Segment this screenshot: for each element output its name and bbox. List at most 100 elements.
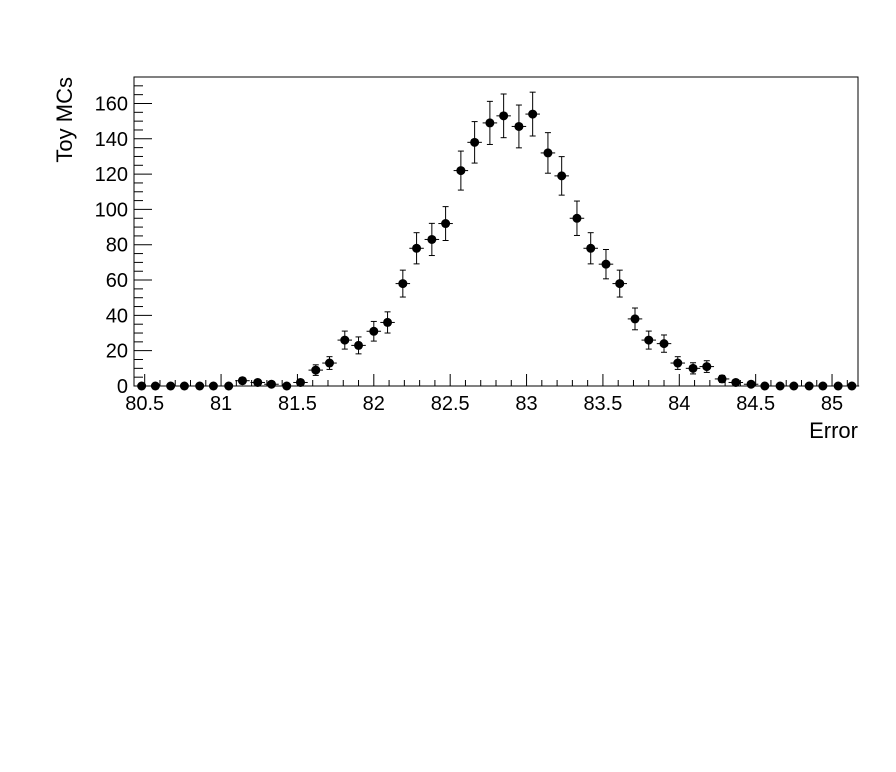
data-marker: [412, 243, 422, 253]
data-points: [134, 91, 860, 391]
data-point: [612, 269, 627, 298]
data-point: [235, 376, 250, 386]
data-point: [337, 330, 353, 350]
y-axis-title: Toy MCs: [52, 77, 77, 163]
data-marker: [137, 381, 147, 391]
data-marker: [295, 377, 305, 387]
data-marker: [195, 381, 205, 391]
data-point: [322, 356, 337, 370]
data-marker: [166, 381, 176, 391]
data-marker: [543, 148, 553, 158]
data-marker: [586, 243, 596, 253]
y-tick-label: 100: [95, 199, 128, 221]
data-marker: [456, 166, 466, 176]
x-tick-label: 82.5: [431, 393, 470, 415]
y-tick-label: 80: [106, 235, 128, 257]
data-marker: [659, 339, 669, 349]
data-point: [685, 362, 701, 375]
data-point: [482, 100, 498, 145]
x-tick-label: 81.5: [278, 393, 317, 415]
data-marker: [499, 111, 509, 121]
data-point: [395, 269, 411, 298]
data-marker: [731, 377, 741, 387]
data-marker: [224, 381, 234, 391]
data-point: [656, 334, 672, 353]
data-point: [279, 381, 294, 391]
data-point: [728, 377, 744, 387]
y-axis: 0 20 40 60 80 100 120 140 160: [95, 76, 152, 398]
data-point: [641, 330, 656, 350]
data-marker: [237, 376, 247, 386]
x-tick-label: 80.5: [125, 393, 164, 415]
data-marker: [760, 381, 770, 391]
data-marker: [427, 234, 437, 244]
data-point: [409, 232, 424, 265]
data-point: [467, 121, 482, 164]
data-point: [496, 93, 511, 139]
data-marker: [354, 340, 364, 350]
data-point: [453, 150, 469, 191]
data-marker: [601, 259, 611, 269]
data-marker: [644, 335, 654, 345]
y-tick-label: 160: [95, 93, 128, 115]
data-point: [743, 379, 759, 389]
data-point: [699, 360, 715, 373]
y-tick-label: 60: [106, 270, 128, 292]
data-marker: [804, 381, 814, 391]
data-point: [177, 381, 192, 391]
data-point: [815, 381, 831, 391]
data-marker: [311, 365, 321, 375]
data-marker: [485, 118, 495, 128]
y-tick-label: 120: [95, 164, 128, 186]
data-marker: [179, 381, 189, 391]
data-marker: [630, 314, 640, 324]
data-point: [844, 381, 860, 391]
y-tick-label: 40: [106, 305, 128, 327]
data-point: [627, 307, 643, 331]
data-point: [293, 377, 308, 387]
data-point: [772, 381, 788, 391]
data-point: [757, 381, 773, 391]
data-marker: [746, 379, 756, 389]
data-point: [714, 374, 730, 384]
data-marker: [789, 381, 799, 391]
data-point: [540, 132, 556, 174]
data-marker: [615, 279, 625, 289]
data-point: [264, 379, 279, 389]
data-marker: [340, 335, 350, 345]
x-axis-title: Error: [809, 418, 858, 443]
data-marker: [673, 358, 683, 368]
data-marker: [441, 219, 451, 229]
y-tick-label: 20: [106, 341, 128, 363]
data-point: [134, 381, 149, 391]
data-point: [511, 104, 527, 149]
data-point: [670, 356, 686, 370]
data-marker: [847, 381, 857, 391]
data-point: [786, 381, 802, 391]
x-tick-label: 85: [821, 393, 843, 415]
data-point: [192, 381, 207, 391]
x-tick-label: 84: [668, 393, 690, 415]
data-point: [308, 364, 324, 376]
data-marker: [470, 137, 480, 147]
data-point: [525, 91, 540, 137]
data-point: [148, 381, 163, 391]
data-marker: [514, 121, 524, 131]
data-marker: [266, 379, 276, 389]
data-marker: [383, 317, 393, 327]
data-point: [569, 200, 585, 236]
data-point: [351, 336, 366, 355]
data-point: [206, 381, 221, 391]
data-marker: [688, 363, 698, 373]
data-marker: [833, 381, 843, 391]
data-point: [163, 381, 178, 391]
data-point: [221, 381, 236, 391]
x-tick-label: 81: [210, 393, 232, 415]
y-tick-label: 0: [117, 376, 128, 398]
data-marker: [253, 377, 263, 387]
data-point: [366, 320, 382, 342]
data-point: [583, 232, 598, 265]
data-marker: [208, 381, 218, 391]
data-point: [554, 156, 569, 196]
